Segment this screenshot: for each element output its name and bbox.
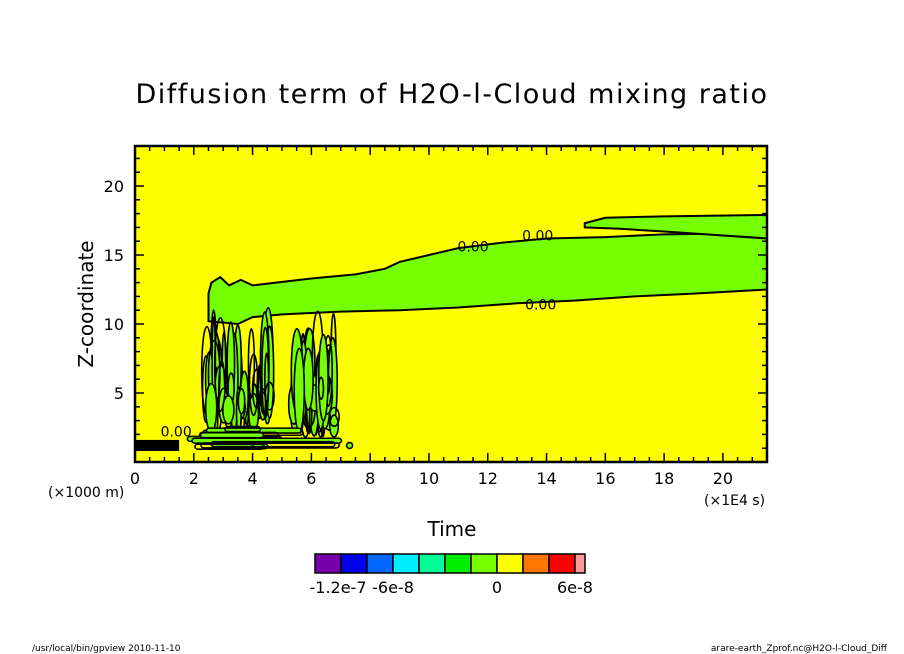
contour-cell (293, 347, 306, 434)
x-tick-label: 0 (130, 469, 140, 488)
footer-right: arare-earth_Zprof.nc@H2O-l-Cloud_Diff (711, 644, 888, 654)
colorbar-swatch (340, 553, 368, 574)
contour-cell (247, 328, 256, 399)
contour-label: 0.00 (525, 297, 556, 313)
contour-cell (222, 394, 235, 425)
colorbar-tick-label: -1.2e-7 (309, 578, 366, 597)
x-tick-label: 6 (306, 469, 316, 488)
colorbar-tick-label: -6e-8 (372, 578, 414, 597)
contour-cell (261, 326, 270, 420)
y-tick-label: 10 (104, 315, 124, 334)
x-axis-label: Time (427, 517, 477, 541)
contour-cell (204, 382, 218, 433)
y-tick-label: 15 (104, 246, 124, 265)
y-unit-label: (×1000 m) (48, 485, 124, 501)
colorbar-tick-label: 0 (492, 578, 502, 597)
colorbar-swatch (444, 553, 472, 574)
convective-region (135, 307, 354, 451)
contour-cell (248, 353, 259, 417)
x-tick-label: 16 (595, 469, 615, 488)
x-tick-label: 4 (247, 469, 257, 488)
colorbar-swatch (574, 553, 586, 574)
colorbar-swatch (366, 553, 394, 574)
contour-cell (213, 317, 227, 412)
colorbar-swatch (470, 553, 498, 574)
contour-layer (210, 440, 336, 448)
contour-layer (199, 431, 265, 439)
colorbar-swatch (314, 553, 342, 574)
colorbar-tick-label: 6e-8 (557, 578, 593, 597)
colorbar-legend: -1.2e-7 -6e-8 0 6e-8 (309, 553, 593, 597)
contour-cell (237, 387, 246, 415)
colorbar-swatch (522, 553, 550, 574)
x-tick-label: 18 (654, 469, 674, 488)
x-tick-label: 14 (536, 469, 556, 488)
contour-cell (302, 347, 314, 411)
contour-layer (224, 425, 262, 433)
y-tick-label: 5 (114, 384, 124, 403)
colorbar-swatch (392, 553, 420, 574)
plot-frame (133, 144, 769, 464)
chart-title: Diffusion term of H2O-l-Cloud mixing rat… (135, 79, 768, 110)
contour-cell (328, 406, 340, 428)
y-axis-label: Z-coordinate (74, 240, 98, 367)
x-unit-label: (×1E4 s) (704, 493, 765, 509)
contour-label: 0.00 (522, 228, 553, 244)
colorbar-swatch (548, 553, 576, 574)
x-tick-label: 2 (189, 469, 199, 488)
colorbar-swatch (496, 553, 524, 574)
upper-band (207, 231, 768, 326)
x-tick-label: 20 (713, 469, 733, 488)
y-tick-label: 20 (104, 177, 124, 196)
contour-label: 0.00 (161, 424, 192, 440)
footer-left: /usr/local/bin/gpview 2010-11-10 (32, 644, 181, 654)
x-tick-label: 12 (478, 469, 498, 488)
x-tick-label: 8 (365, 469, 375, 488)
contour-cell (317, 376, 325, 400)
plot-area: 0.00 0.00 0.00 0.00 (133, 144, 769, 464)
contour-label: 0.00 (457, 239, 488, 255)
contour-cell (345, 441, 354, 450)
colorbar-swatch (418, 553, 446, 574)
surface-contour-strip (135, 439, 180, 451)
x-tick-label: 10 (419, 469, 439, 488)
contour-layer (200, 442, 340, 449)
